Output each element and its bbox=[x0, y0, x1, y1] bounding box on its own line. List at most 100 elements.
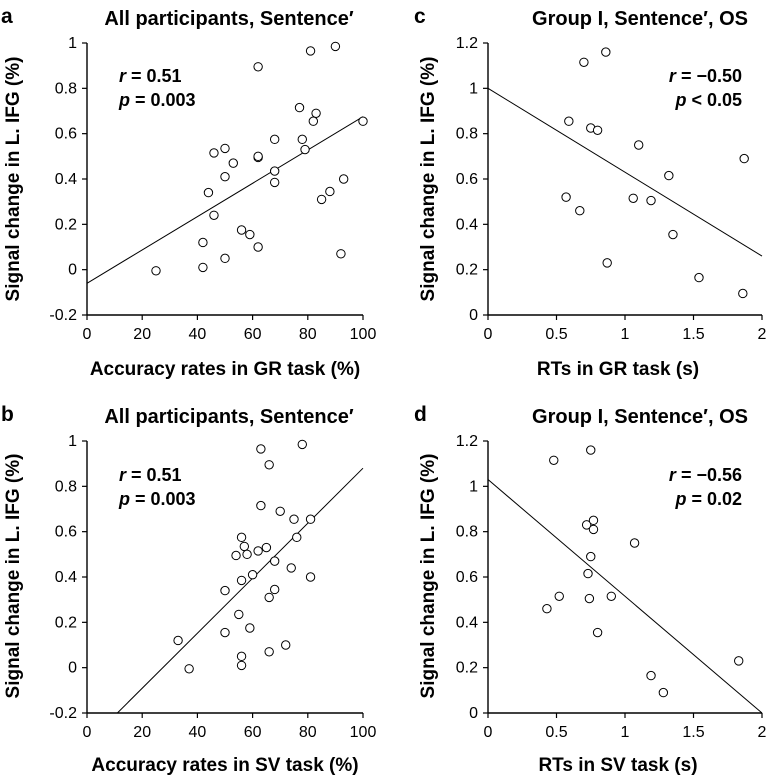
x-tick-label: 80 bbox=[299, 326, 317, 343]
data-point bbox=[588, 524, 599, 535]
x-tick-label: 0.5 bbox=[545, 326, 567, 343]
panel-letter: c bbox=[414, 5, 426, 28]
data-point bbox=[602, 258, 612, 268]
chart-title: All participants, Sentence′ bbox=[104, 8, 354, 30]
y-tick-label: -0.2 bbox=[49, 705, 77, 722]
y-tick-label: 1 bbox=[469, 80, 478, 97]
y-tick-label: 0.2 bbox=[55, 216, 77, 233]
data-point bbox=[629, 538, 640, 548]
y-tick-label: 0 bbox=[68, 262, 77, 279]
data-point bbox=[239, 541, 250, 552]
x-tick-label: 0 bbox=[484, 326, 493, 343]
y-tick-label: 1 bbox=[68, 35, 77, 52]
data-point bbox=[358, 116, 368, 126]
data-point bbox=[297, 439, 307, 450]
y-tick-label: 0.6 bbox=[456, 171, 478, 188]
panel-letter: b bbox=[1, 403, 14, 426]
data-point bbox=[245, 623, 255, 633]
data-point bbox=[198, 237, 208, 248]
data-point bbox=[581, 520, 592, 530]
x-tick-label: 1.5 bbox=[682, 326, 704, 343]
regression-line bbox=[117, 467, 364, 714]
data-point bbox=[220, 172, 230, 182]
y-tick-label: -0.2 bbox=[49, 307, 77, 324]
data-point bbox=[275, 506, 285, 516]
data-point bbox=[203, 187, 214, 198]
chart-title: All participants, Sentence′ bbox=[104, 406, 354, 428]
data-point bbox=[292, 532, 302, 543]
data-point bbox=[220, 253, 230, 264]
data-point bbox=[316, 194, 327, 205]
x-tick-label: 80 bbox=[299, 724, 317, 741]
data-point bbox=[694, 272, 704, 283]
data-point bbox=[236, 532, 247, 543]
data-point bbox=[253, 546, 263, 556]
x-tick-label: 20 bbox=[133, 724, 151, 741]
panel-letter: d bbox=[414, 403, 427, 426]
y-tick-label: 1 bbox=[469, 478, 478, 495]
x-tick-label: 0.5 bbox=[545, 724, 567, 741]
data-point bbox=[336, 249, 346, 259]
chart-title: Group I, Sentence′, OS bbox=[532, 8, 748, 30]
x-tick-label: 20 bbox=[133, 326, 151, 343]
data-point bbox=[330, 41, 341, 52]
x-tick-label: 60 bbox=[244, 326, 262, 343]
data-point bbox=[242, 549, 252, 560]
y-tick-label: 0.4 bbox=[456, 614, 478, 631]
data-point bbox=[289, 514, 299, 524]
panel-d: d Group I, Sentence′, OS 0 0.2 0.4 0.6 0.8 1 1… bbox=[414, 403, 767, 776]
y-tick-label: 0.2 bbox=[55, 614, 77, 631]
y-tick-label: 1.2 bbox=[456, 35, 478, 52]
data-point bbox=[325, 186, 335, 197]
data-point bbox=[151, 266, 161, 276]
data-point bbox=[286, 563, 296, 573]
y-tick-label: 0.2 bbox=[456, 660, 478, 677]
data-point bbox=[253, 151, 263, 162]
data-point bbox=[269, 134, 280, 145]
y-tick-label: 0.4 bbox=[55, 569, 77, 586]
data-point bbox=[209, 148, 219, 158]
y-tick-label: 0.6 bbox=[55, 524, 77, 541]
x-tick-label: 2 bbox=[758, 326, 767, 343]
x-tick-label: 100 bbox=[350, 326, 377, 343]
y-tick-label: 0.8 bbox=[55, 478, 77, 495]
data-point bbox=[269, 177, 280, 188]
y-tick-label: 1.2 bbox=[456, 433, 478, 450]
regression-line bbox=[487, 87, 763, 257]
r-value: r = −0.50 bbox=[669, 66, 742, 86]
data-point bbox=[261, 542, 272, 553]
data-point bbox=[256, 444, 266, 454]
p-value: p = 0.003 bbox=[118, 489, 196, 509]
p-value: p = 0.02 bbox=[674, 489, 742, 509]
y-tick-label: 0.4 bbox=[55, 171, 77, 188]
data-point bbox=[236, 575, 247, 586]
y-tick-label: 1 bbox=[68, 433, 77, 450]
panel-a: a All participants, Sentence′ -0.2 0 0.2 0.… bbox=[1, 5, 376, 380]
x-axis-label: RTs in SV task (s) bbox=[538, 755, 697, 776]
regression-line bbox=[86, 116, 364, 284]
y-axis-label: Signal change in L. IFG (%) bbox=[3, 454, 24, 699]
x-tick-label: 40 bbox=[189, 724, 207, 741]
x-axis-label: Accuracy rates in SV task (%) bbox=[91, 755, 358, 776]
data-point bbox=[264, 647, 274, 657]
data-point bbox=[308, 116, 319, 126]
data-point bbox=[269, 166, 280, 176]
x-tick-label: 100 bbox=[350, 724, 377, 741]
data-point bbox=[220, 143, 230, 154]
y-tick-label: 0.6 bbox=[55, 126, 77, 143]
r-value: r = −0.56 bbox=[669, 465, 742, 485]
data-point bbox=[294, 102, 305, 113]
plot-area: 0 0.2 0.4 0.6 0.8 1 1.2 0 0.5 1 1.5 2 bbox=[456, 35, 767, 343]
data-point bbox=[592, 627, 603, 638]
data-point bbox=[586, 445, 596, 455]
data-point bbox=[198, 262, 208, 273]
y-axis-label: Signal change in L. IFG (%) bbox=[3, 57, 24, 302]
y-axis-label: Signal change in L. IFG (%) bbox=[418, 57, 439, 302]
data-point bbox=[269, 584, 280, 595]
data-point bbox=[584, 593, 595, 604]
data-point bbox=[575, 206, 585, 216]
data-point bbox=[554, 591, 564, 601]
x-tick-label: 60 bbox=[244, 724, 262, 741]
x-tick-label: 0 bbox=[83, 326, 92, 343]
